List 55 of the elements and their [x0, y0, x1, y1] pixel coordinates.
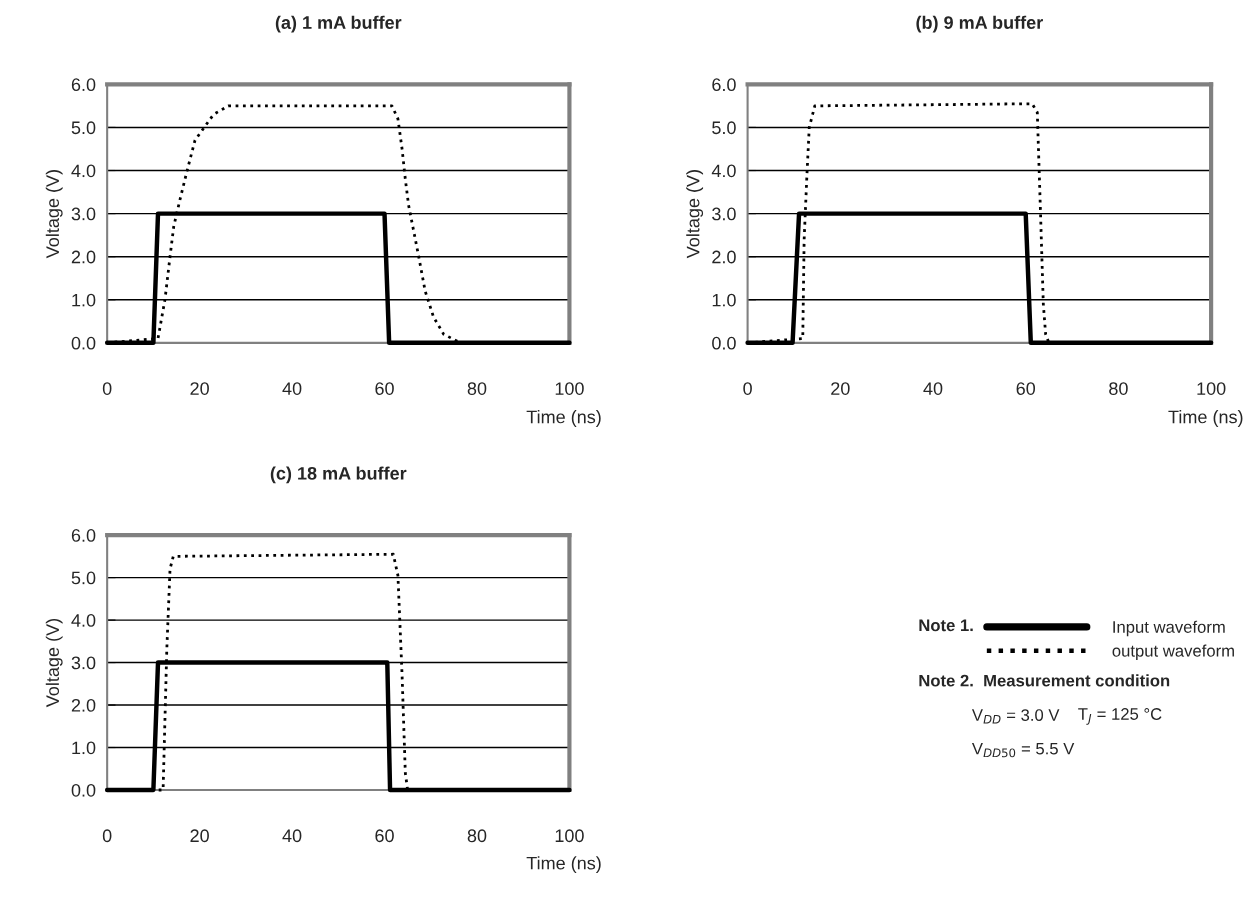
y-tick-label: 5.0 — [71, 571, 96, 585]
y-tick-label: 4.0 — [71, 614, 96, 627]
y-tick-label: 1.0 — [712, 293, 736, 307]
y-axis-title: Voltage (V) — [686, 170, 704, 259]
chart-title: (b) 9 mA buffer — [916, 15, 1043, 33]
y-axis-title: Voltage (V) — [45, 619, 63, 708]
x-tick-label: 40 — [282, 382, 302, 395]
y-tick-label: 5.0 — [712, 121, 736, 135]
x-tick-label: 60 — [1016, 382, 1036, 395]
x-tick-label: 100 — [1197, 382, 1226, 395]
x-axis-title: Time (ns) — [526, 856, 601, 874]
x-tick-label: 80 — [467, 382, 487, 395]
x-tick-label: 80 — [467, 829, 487, 843]
y-tick-label: 3.0 — [71, 656, 96, 670]
y-axis-title: Voltage (V) — [45, 170, 63, 259]
x-tick-label: 0 — [102, 829, 112, 843]
y-tick-label: 0.0 — [71, 783, 96, 797]
x-tick-label: 20 — [190, 829, 209, 843]
y-tick-label: 6.0 — [71, 78, 96, 92]
y-tick-label: 4.0 — [71, 164, 96, 178]
text: V$_{DD50}$ = 5.5 V — [971, 742, 1075, 758]
y-tick-label: 2.0 — [712, 250, 736, 264]
x-tick-label: 60 — [375, 382, 394, 395]
x-axis-title: Time (ns) — [1168, 410, 1243, 427]
x-tick-label: 0 — [743, 382, 752, 395]
x-tick-label: 100 — [555, 382, 584, 395]
x-tick-label: 80 — [1109, 382, 1128, 395]
y-tick-label: 3.0 — [71, 207, 96, 221]
y-tick-label: 1.0 — [72, 741, 96, 755]
y-tick-label: 6.0 — [71, 529, 96, 542]
text: V$_{DD}$ = 3.0 V — [971, 709, 1060, 724]
y-tick-label: 5.0 — [71, 121, 96, 135]
y-tick-label: 6.0 — [712, 78, 736, 92]
chart-title: (c) 18 mA buffer — [270, 466, 407, 484]
chart-title: (a) 1 mA buffer — [275, 15, 402, 33]
y-tick-label: 4.0 — [711, 164, 736, 178]
y-tick-label: 3.0 — [712, 207, 736, 221]
y-tick-label: 0.0 — [71, 336, 96, 350]
text: Input waveform — [1113, 620, 1225, 637]
x-tick-label: 20 — [190, 382, 209, 395]
x-tick-label: 20 — [831, 382, 850, 395]
y-tick-label: 2.0 — [71, 698, 96, 712]
x-tick-label: 0 — [102, 382, 112, 395]
x-axis-title: Time (ns) — [526, 410, 601, 427]
y-tick-label: 2.0 — [71, 250, 96, 264]
text: T$_{J}$ = 125 °C — [1078, 708, 1162, 725]
x-tick-label: 60 — [375, 829, 394, 843]
text: Note 1. — [919, 619, 973, 632]
x-tick-label: 40 — [923, 382, 943, 395]
y-tick-label: 1.0 — [72, 293, 96, 307]
x-tick-label: 40 — [282, 829, 302, 843]
text: output waveform — [1112, 644, 1234, 661]
text: Note 2. Measurement condition — [919, 674, 1170, 687]
x-tick-label: 100 — [555, 829, 584, 843]
y-tick-label: 0.0 — [712, 336, 736, 350]
